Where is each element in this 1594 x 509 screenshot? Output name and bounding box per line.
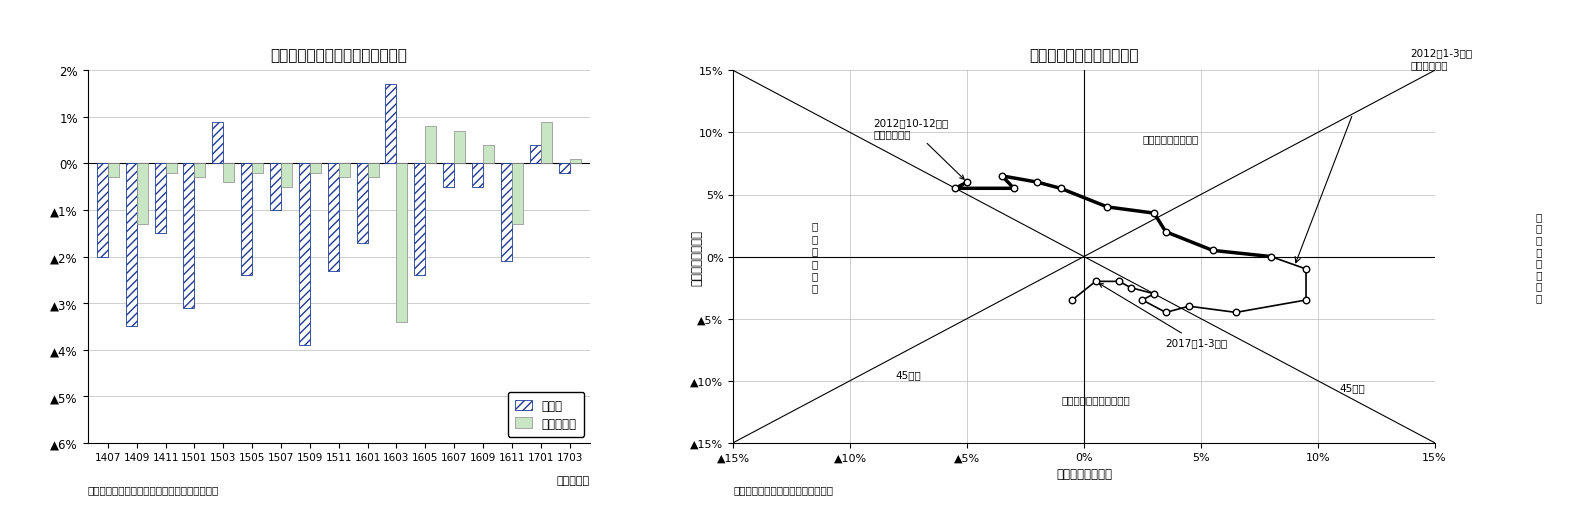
Point: [1152, 228, 1178, 236]
Bar: [338, 164, 349, 178]
Bar: [558, 164, 569, 174]
Bar: [512, 164, 523, 224]
Legend: 実現率, 予測修正率: 実現率, 予測修正率: [507, 392, 583, 437]
Bar: [414, 164, 426, 275]
Text: 2012年1-3月期
（景気の山）: 2012年1-3月期 （景気の山）: [1411, 48, 1473, 70]
Text: 在庫積み上がり局面: 在庫積み上がり局面: [1143, 134, 1199, 145]
X-axis label: 出荷・前年同期比: 出荷・前年同期比: [1055, 467, 1113, 479]
Bar: [357, 164, 368, 243]
Bar: [368, 164, 378, 178]
Bar: [529, 146, 540, 164]
Bar: [166, 164, 177, 174]
Bar: [426, 127, 437, 164]
Bar: [241, 164, 252, 275]
Bar: [97, 164, 108, 257]
Bar: [212, 122, 223, 164]
Point: [1095, 204, 1121, 212]
Point: [1025, 179, 1050, 187]
Point: [1176, 302, 1202, 310]
Text: 2017年1-3月期: 2017年1-3月期: [1098, 284, 1227, 348]
Point: [1152, 308, 1178, 317]
Bar: [252, 164, 263, 174]
Point: [1106, 278, 1132, 286]
Point: [1001, 185, 1027, 193]
Bar: [443, 164, 454, 187]
Bar: [281, 164, 292, 187]
Bar: [183, 164, 194, 308]
Text: （資料）経済産業省「製造工業生産予測指数」: （資料）経済産業省「製造工業生産予測指数」: [88, 484, 218, 494]
Text: （年・月）: （年・月）: [556, 475, 590, 485]
Bar: [155, 164, 166, 234]
Point: [1293, 265, 1318, 273]
Bar: [126, 164, 137, 327]
Title: 在庫循環図（鉱工業全体）: 在庫循環図（鉱工業全体）: [1030, 48, 1138, 63]
Bar: [269, 164, 281, 211]
Point: [1060, 296, 1086, 304]
Title: 最近の実現率、予測修正率の推移: 最近の実現率、予測修正率の推移: [271, 48, 406, 63]
Point: [1141, 290, 1167, 298]
Bar: [108, 164, 120, 178]
Bar: [137, 164, 148, 224]
Point: [955, 179, 980, 187]
Bar: [483, 146, 494, 164]
Point: [1117, 284, 1143, 292]
Bar: [386, 85, 397, 164]
Point: [1082, 278, 1108, 286]
Text: 在庫・前年同期比: 在庫・前年同期比: [690, 229, 703, 285]
Bar: [540, 122, 552, 164]
Point: [1141, 210, 1167, 218]
Point: [990, 173, 1015, 181]
Bar: [501, 164, 512, 262]
Text: 45度線: 45度線: [896, 370, 921, 380]
Text: 在
庫
積
 み
増
 し
局
面: 在 庫 積 み 増 し 局 面: [1533, 212, 1543, 302]
Bar: [194, 164, 206, 178]
Text: 在
庫
調
整
局
面: 在 庫 調 整 局 面: [811, 221, 818, 293]
Point: [1258, 253, 1283, 261]
Point: [1293, 296, 1318, 304]
Bar: [472, 164, 483, 187]
Bar: [397, 164, 408, 322]
Point: [1130, 296, 1156, 304]
Point: [1047, 185, 1073, 193]
Bar: [300, 164, 309, 345]
Point: [942, 185, 968, 193]
Bar: [569, 159, 580, 164]
Point: [1223, 308, 1248, 317]
Bar: [454, 132, 465, 164]
Bar: [309, 164, 320, 174]
Text: 2012年10-12月期
（景気の谷）: 2012年10-12月期 （景気の谷）: [874, 118, 964, 180]
Text: （資料）経済産業省「鉱工業指数」: （資料）経済産業省「鉱工業指数」: [733, 484, 834, 494]
Bar: [223, 164, 234, 183]
Point: [1200, 247, 1226, 255]
Bar: [328, 164, 338, 271]
Text: 意図せざる在庫減少局面: 意図せざる在庫減少局面: [1062, 394, 1130, 405]
Text: 45度線: 45度線: [1341, 382, 1366, 392]
